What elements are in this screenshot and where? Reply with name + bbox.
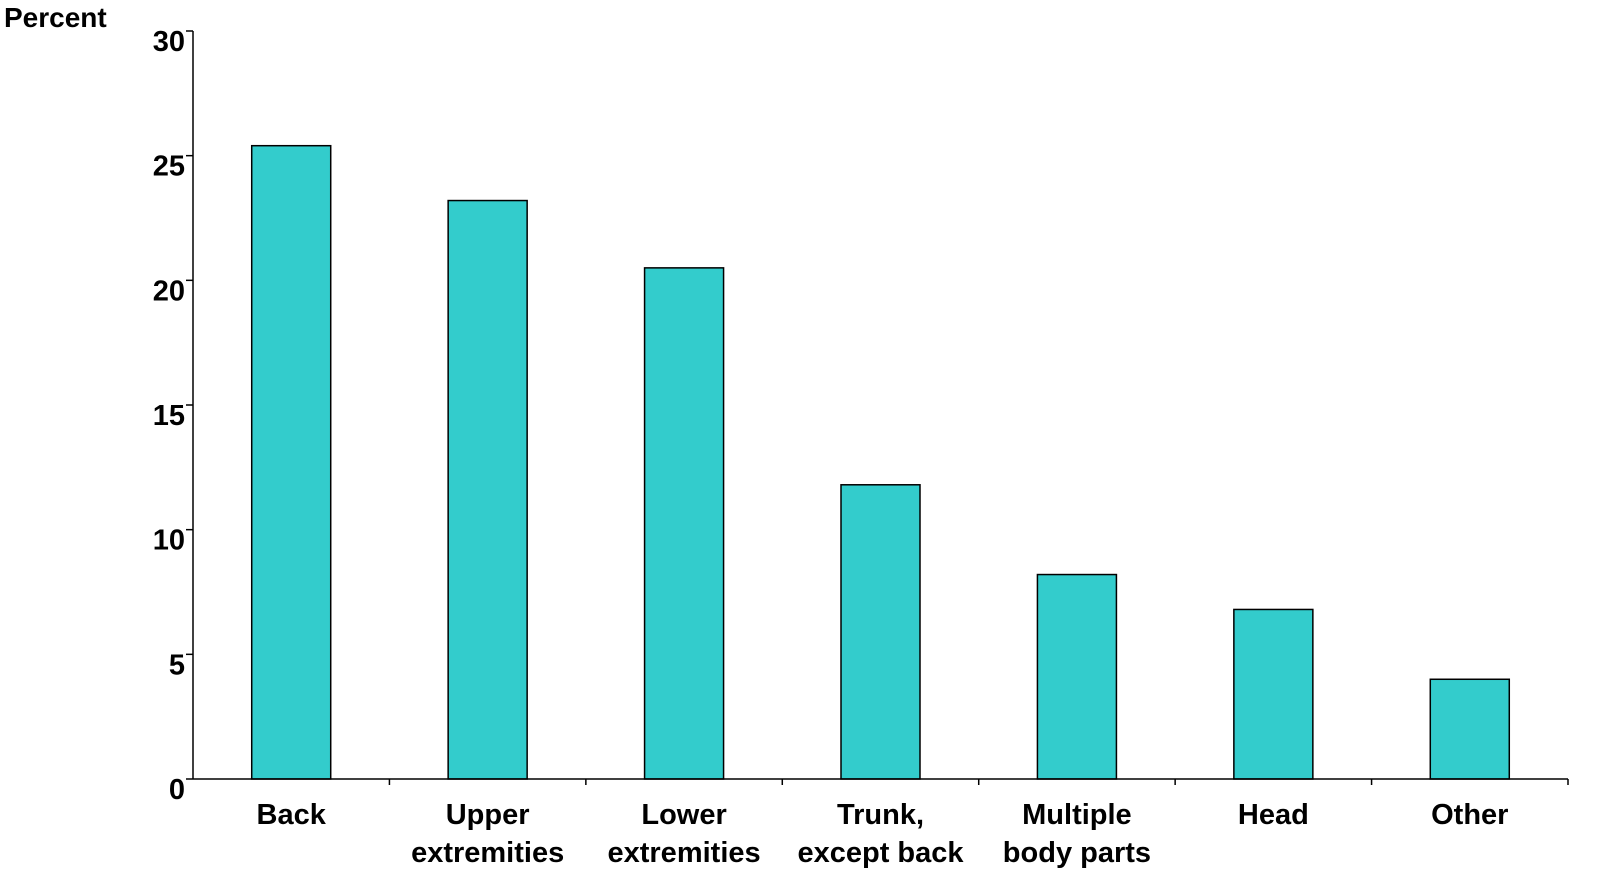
bars bbox=[250, 144, 1511, 780]
bar bbox=[1036, 573, 1118, 780]
x-category-label: Back bbox=[257, 799, 327, 831]
x-axis-ticks bbox=[388, 779, 1569, 785]
bar bbox=[643, 267, 725, 780]
x-category-label: Multiple body parts bbox=[1003, 799, 1151, 869]
x-category-label: Trunk, except back bbox=[797, 799, 964, 869]
bar bbox=[840, 484, 921, 780]
y-tick-label: 15 bbox=[153, 400, 185, 432]
x-category-label: Lower extremities bbox=[607, 799, 760, 869]
y-tick-label: 20 bbox=[153, 275, 185, 307]
bar bbox=[447, 199, 528, 780]
y-tick-label: 30 bbox=[153, 26, 185, 58]
y-tick-label: 10 bbox=[153, 525, 185, 557]
x-category-label: Upper extremities bbox=[411, 799, 564, 869]
y-axis-ticks: 0 5 10 15 20 25 30 bbox=[153, 26, 193, 806]
bar bbox=[250, 144, 332, 780]
y-axis-label: Percent bbox=[4, 2, 107, 33]
category-labels: Back Upper extremities Lower extremities Trun… bbox=[257, 799, 1509, 869]
x-category-label: Other bbox=[1431, 799, 1508, 831]
y-tick-label: 0 bbox=[169, 774, 185, 806]
y-tick-label: 5 bbox=[169, 649, 185, 681]
bar bbox=[1233, 608, 1314, 780]
bar bbox=[1429, 678, 1511, 780]
x-category-label: Head bbox=[1238, 799, 1309, 831]
y-tick-label: 25 bbox=[153, 151, 185, 183]
